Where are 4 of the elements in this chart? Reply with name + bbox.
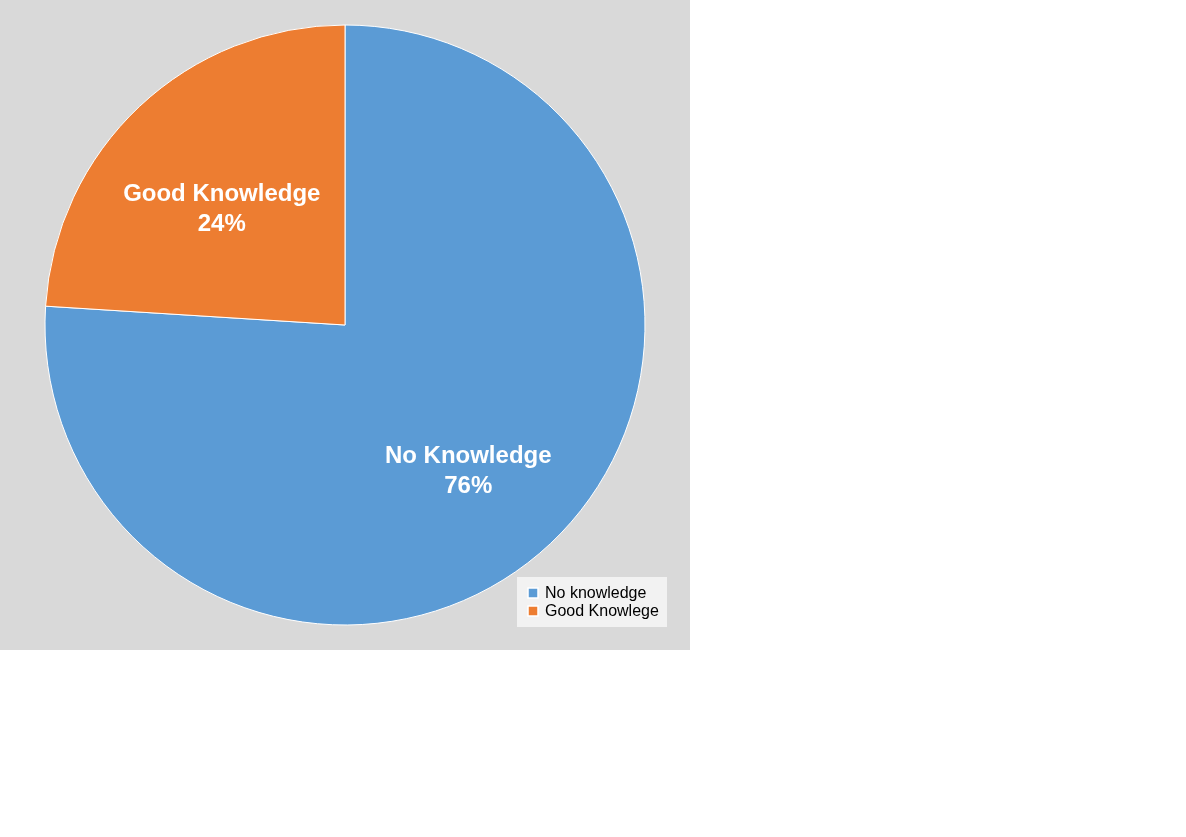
data-label: Good Knowledge 24% <box>123 178 321 236</box>
legend-label: Good Knowlege <box>545 602 659 619</box>
legend-label: No knowledge <box>545 584 647 601</box>
data-label: No Knowledge 76% <box>384 441 552 499</box>
